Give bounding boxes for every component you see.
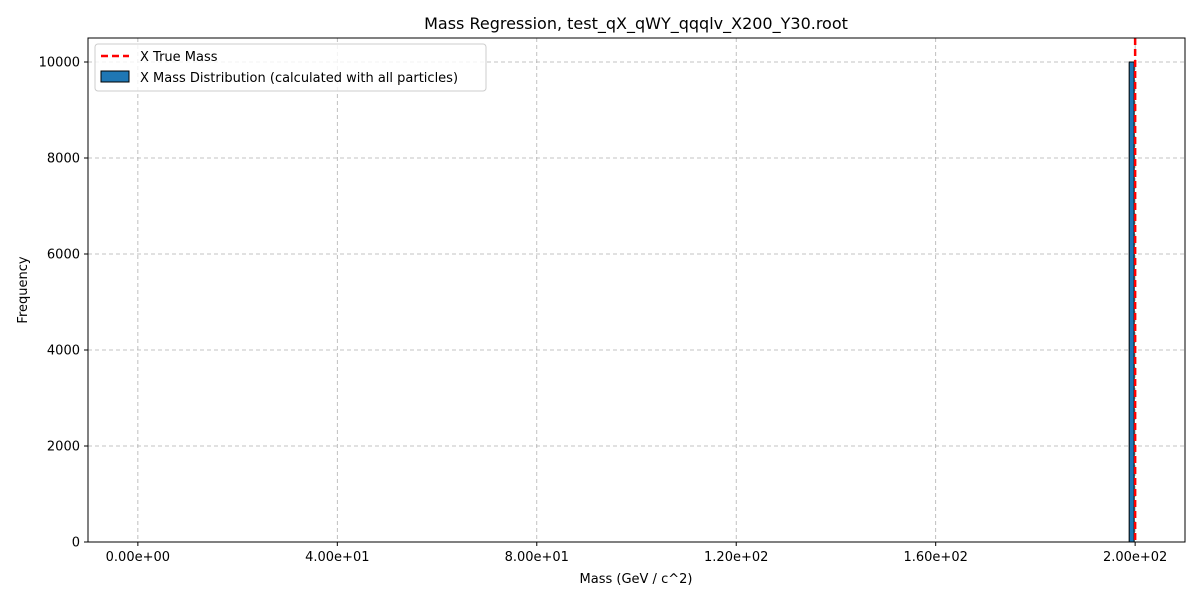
y-axis-label: Frequency bbox=[16, 256, 31, 323]
x-tick-label: 0.00e+00 bbox=[106, 550, 170, 565]
histogram-bar bbox=[1128, 61, 1135, 543]
legend-distribution-swatch bbox=[100, 70, 130, 83]
y-tick-label: 0 bbox=[72, 536, 80, 551]
x-tick-label: 4.00e+01 bbox=[305, 550, 369, 565]
plot-frame bbox=[87, 37, 1186, 543]
y-axis-ticks: 0 2000 4000 6000 8000 10000 bbox=[39, 56, 88, 551]
y-tick-label: 2000 bbox=[47, 440, 80, 455]
x-tick-label: 2.00e+02 bbox=[1103, 550, 1167, 565]
histogram-bars bbox=[1128, 61, 1135, 543]
x-axis-label: Mass (GeV / c^2) bbox=[580, 572, 693, 587]
legend-true-mass-label: X True Mass bbox=[140, 50, 218, 65]
x-axis-ticks: 0.00e+00 4.00e+01 8.00e+01 1.20e+02 1.60e+02… bbox=[106, 542, 1167, 565]
y-tick-label: 4000 bbox=[47, 344, 80, 359]
legend-box bbox=[94, 43, 487, 92]
x-tick-label: 1.20e+02 bbox=[704, 550, 768, 565]
y-tick-label: 6000 bbox=[47, 248, 80, 263]
x-tick-label: 1.60e+02 bbox=[903, 550, 967, 565]
grid-lines bbox=[88, 38, 1185, 543]
legend: X True Mass X Mass Distribution (calcula… bbox=[94, 43, 487, 92]
y-tick-label: 8000 bbox=[47, 152, 80, 167]
chart-title: Mass Regression, test_qX_qWY_qqqlv_X200_… bbox=[424, 14, 848, 34]
legend-distribution-label: X Mass Distribution (calculated with all… bbox=[140, 71, 458, 86]
x-tick-label: 8.00e+01 bbox=[505, 550, 569, 565]
y-tick-label: 10000 bbox=[39, 56, 80, 71]
